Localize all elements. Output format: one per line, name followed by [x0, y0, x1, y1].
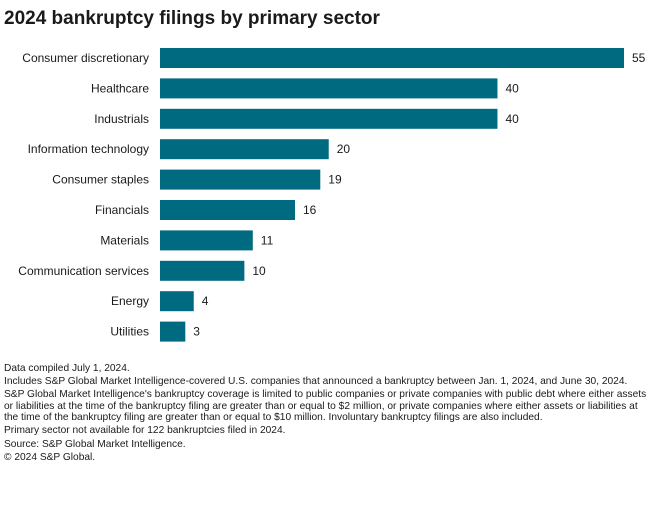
category-label: Consumer staples	[52, 173, 149, 187]
bar	[160, 139, 329, 160]
value-label: 19	[328, 173, 342, 187]
value-label: 11	[261, 233, 274, 247]
value-label: 4	[202, 294, 209, 308]
value-label: 40	[505, 81, 519, 95]
bar	[160, 291, 194, 312]
value-label: 40	[505, 112, 519, 126]
category-label: Materials	[100, 233, 149, 247]
note-source: Source: S&P Global Market Intelligence.	[4, 438, 186, 450]
note-coverage-scope: Includes S&P Global Market Intelligence-…	[4, 376, 628, 388]
category-label: Industrials	[94, 112, 149, 126]
bar	[160, 321, 186, 342]
chart-title: 2024 bankruptcy filings by primary secto…	[4, 8, 380, 29]
note-data-compiled: Data compiled July 1, 2024.	[4, 363, 130, 374]
bar	[160, 78, 498, 99]
bar	[160, 260, 245, 281]
value-label: 55	[632, 51, 646, 65]
bar	[160, 169, 321, 190]
value-label: 10	[252, 264, 266, 278]
bar	[160, 200, 295, 220]
category-label: Communication services	[18, 264, 149, 278]
value-label: 16	[303, 203, 317, 217]
value-label: 20	[337, 142, 351, 156]
note-sector-unavailable: Primary sector not available for 122 ban…	[4, 425, 286, 437]
note-copyright: © 2024 S&P Global.	[4, 451, 96, 463]
value-label: 3	[193, 325, 200, 339]
bar	[160, 108, 498, 129]
category-label: Utilities	[110, 325, 149, 339]
bar-chart: Consumer discretionary 55 Healthcare 40 Indu…	[18, 48, 646, 342]
category-label: Energy	[111, 294, 149, 308]
bar	[160, 230, 253, 251]
category-label: Healthcare	[91, 81, 149, 95]
bar	[160, 48, 624, 68]
note-coverage-criteria: S&P Global Market Intelligence's bankrup…	[4, 389, 647, 424]
category-label: Financials	[95, 203, 149, 217]
category-label: Consumer discretionary	[22, 51, 149, 65]
category-label: Information technology	[28, 142, 149, 156]
chart-notes: Data compiled July 1, 2024. Includes S&P…	[4, 363, 654, 465]
